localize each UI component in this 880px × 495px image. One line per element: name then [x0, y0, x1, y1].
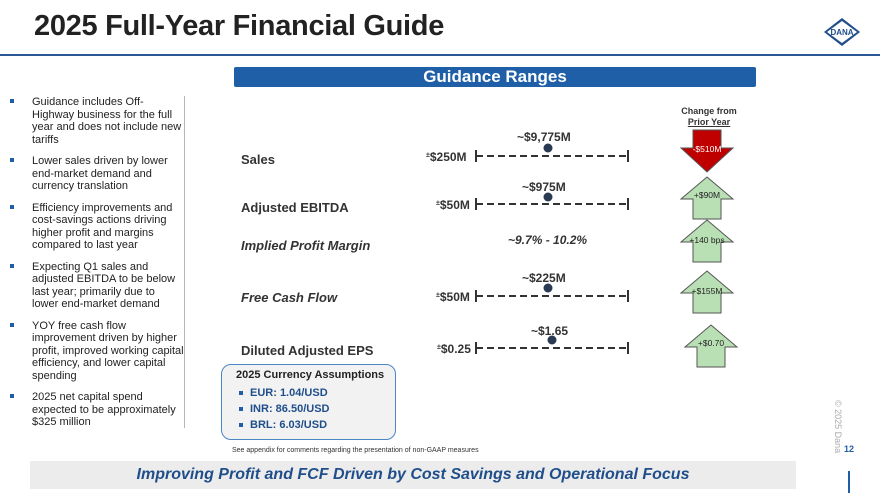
list-item: Guidance includes Off-Highway business f…	[8, 96, 184, 146]
fcf-range-line	[475, 283, 629, 302]
eps-range: ±$0.25	[437, 342, 471, 356]
guidance-ranges-header: Guidance Ranges	[234, 67, 756, 87]
range-graphics	[475, 143, 629, 354]
bullet-marker	[10, 263, 14, 268]
implied-margin-range: ~9.7% - 10.2%	[508, 233, 588, 247]
list-item: Expecting Q1 sales and adjusted EBITDA t…	[8, 261, 184, 311]
eps-midpoint-dot	[547, 335, 557, 345]
sales-change-down-arrow-icon: -$510M	[679, 128, 735, 174]
dana-logo: DANA	[822, 16, 862, 48]
ebitda-range: ±$50M	[436, 198, 470, 212]
list-item: 2025 net capital spend expected to be ap…	[8, 391, 184, 429]
currency-item-inr: INR: 86.50/USD	[239, 403, 329, 415]
fcf-range: ±$50M	[436, 290, 470, 304]
ebitda-range-line	[475, 192, 629, 210]
bullet-marker	[10, 394, 14, 398]
currency-assumptions-box: 2025 Currency Assumptions EUR: 1.04/USD …	[221, 364, 396, 440]
copyright-notice: © 2025 Dana	[833, 400, 843, 454]
currency-assumptions-title: 2025 Currency Assumptions	[236, 369, 385, 381]
margin-label: Implied Profit Margin	[241, 238, 371, 253]
bullet-list: Guidance includes Off-Highway business f…	[8, 96, 184, 438]
ebitda-midpoint: ~$975M	[522, 180, 566, 194]
list-item: Lower sales driven by lower end-market d…	[8, 155, 184, 193]
bullet-marker	[239, 391, 243, 395]
bottom-takeaway-banner: Improving Profit and FCF Driven by Cost …	[30, 461, 796, 489]
fcf-change-value: +$155M	[691, 286, 723, 296]
non-gaap-footnote: See appendix for comments regarding the …	[232, 447, 479, 454]
column-divider	[184, 96, 185, 428]
bullet-marker	[239, 407, 243, 411]
fcf-midpoint: ~$225M	[522, 271, 566, 285]
eps-label: Diluted Adjusted EPS	[241, 343, 374, 358]
fcf-label: Free Cash Flow	[241, 290, 338, 305]
list-item: Efficiency improvements and cost-savings…	[8, 202, 184, 252]
bullet-marker	[239, 423, 243, 427]
currency-item-eur: EUR: 1.04/USD	[239, 387, 328, 399]
margin-change-up-arrow-icon: +140 bps	[679, 218, 735, 264]
ebitda-change-value: +$90M	[693, 190, 721, 200]
eps-range-line	[475, 335, 629, 354]
margin-change-value: +140 bps	[689, 235, 725, 245]
bullet-marker	[10, 158, 14, 162]
sales-range: ±$250M	[426, 150, 467, 164]
list-item: YOY free cash flow improvement driven by…	[8, 320, 184, 383]
fcf-change-up-arrow-icon: +$155M	[679, 269, 735, 315]
ebitda-label: Adjusted EBITDA	[241, 200, 349, 215]
bullet-marker	[10, 322, 14, 327]
sales-change-value: -$510M	[692, 144, 722, 154]
bullet-marker	[10, 99, 14, 103]
ebitda-change-up-arrow-icon: +$90M	[679, 175, 735, 221]
currency-item-brl: BRL: 6.03/USD	[239, 419, 327, 431]
page-number: 12	[844, 444, 855, 454]
bullet-marker	[10, 204, 14, 209]
sales-midpoint-dot	[543, 143, 553, 153]
change-from-prior-year-header: Change from Prior Year	[681, 106, 737, 127]
fcf-midpoint-dot	[543, 283, 553, 293]
bottom-accent-rule	[848, 471, 850, 493]
eps-change-value: +$0.70	[697, 338, 725, 348]
logo-text: DANA	[830, 28, 853, 37]
sales-midpoint: ~$9,775M	[517, 130, 571, 144]
title-divider	[0, 54, 880, 56]
eps-change-up-arrow-icon: +$0.70	[683, 323, 739, 369]
ebitda-midpoint-dot	[543, 192, 553, 202]
eps-midpoint: ~$1.65	[531, 324, 569, 338]
sales-range-line	[475, 143, 629, 162]
page-title: 2025 Full-Year Financial Guide	[34, 10, 445, 42]
sales-label: Sales	[241, 152, 275, 167]
